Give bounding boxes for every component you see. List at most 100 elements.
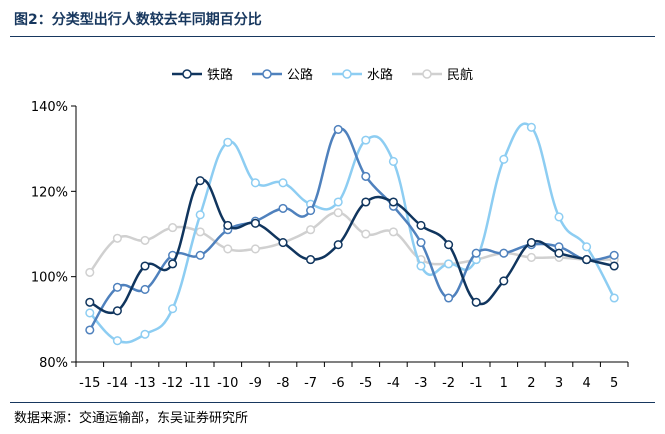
legend-marker (182, 69, 192, 79)
figure-source: 数据来源：交通运输部，东吴证券研究所 (14, 411, 249, 426)
legend-label: 铁路 (207, 67, 233, 83)
x-tick-label: 1 (500, 376, 508, 391)
x-tick-label: 3 (555, 376, 563, 391)
data-point (333, 240, 343, 250)
legend-item: 铁路 (172, 67, 233, 83)
data-point (444, 293, 454, 303)
series-3 (85, 122, 619, 346)
x-tick-label: -7 (304, 376, 317, 391)
data-point (112, 336, 122, 346)
legend-item: 民航 (412, 67, 473, 83)
y-tick-label: 120% (31, 185, 68, 200)
data-point (223, 220, 233, 231)
data-point (333, 124, 343, 135)
data-point (416, 261, 426, 271)
data-point (85, 267, 95, 277)
legend-marker (342, 69, 352, 79)
data-point (195, 210, 205, 220)
figure-title: 图2：分类型出行人数较去年同期百分比 (14, 12, 262, 28)
data-point (278, 178, 288, 188)
x-tick-label: 2 (527, 376, 535, 391)
data-point (554, 248, 564, 258)
data-point (554, 212, 564, 222)
data-point (168, 304, 178, 314)
data-point (526, 122, 536, 132)
data-point (582, 242, 592, 252)
data-point (306, 255, 316, 265)
x-tick-label: -5 (359, 376, 372, 391)
data-point (85, 297, 95, 307)
data-point (223, 137, 233, 147)
data-point (223, 244, 233, 254)
data-point (278, 203, 288, 213)
data-point (250, 218, 260, 228)
x-tick-label: -15 (79, 376, 100, 391)
x-tick-label: -4 (387, 376, 400, 391)
data-point (388, 156, 398, 167)
data-point (306, 225, 316, 235)
data-point (361, 135, 371, 145)
data-point (582, 255, 592, 265)
data-point (140, 261, 150, 271)
series-line (89, 178, 615, 315)
data-point (471, 297, 481, 307)
series-1 (85, 176, 619, 316)
data-point (168, 223, 178, 233)
legend-item: 水路 (332, 67, 393, 83)
y-tick-label: 100% (31, 271, 68, 286)
data-point (195, 250, 205, 260)
data-point (361, 197, 371, 207)
x-tick-label: -13 (134, 376, 155, 391)
data-point (499, 248, 509, 258)
data-point (388, 197, 398, 207)
data-point (361, 229, 371, 239)
legend-label: 水路 (367, 67, 393, 83)
x-tick-label: 4 (582, 376, 590, 391)
data-point (112, 306, 122, 316)
legend-label: 公路 (287, 67, 313, 83)
data-point (333, 197, 343, 207)
data-point (140, 329, 150, 339)
x-tick-label: -2 (442, 376, 455, 391)
x-tick-label: -9 (249, 376, 262, 391)
data-point (306, 205, 316, 216)
data-point (471, 248, 481, 258)
data-point (609, 293, 619, 303)
x-tick-label: -12 (162, 376, 183, 391)
data-point (499, 276, 509, 286)
legend-item: 公路 (252, 67, 313, 83)
x-tick-label: 5 (610, 376, 618, 391)
data-point (85, 325, 95, 335)
x-tick-label: -14 (107, 376, 128, 391)
x-tick-label: -1 (470, 376, 483, 391)
data-point (278, 237, 288, 248)
title-rule (10, 36, 655, 37)
data-point (333, 208, 343, 218)
data-point (416, 237, 426, 248)
data-point (361, 171, 371, 181)
data-point (168, 259, 178, 269)
data-point (526, 237, 536, 248)
data-point (140, 235, 150, 245)
data-point (250, 244, 260, 254)
data-point (499, 154, 509, 164)
y-tick-label: 80% (39, 356, 68, 371)
data-point (444, 240, 454, 250)
data-point (112, 233, 122, 243)
x-tick-label: -6 (332, 376, 345, 391)
data-point (416, 220, 426, 231)
x-tick-label: -10 (217, 376, 238, 391)
data-point (250, 178, 260, 188)
data-point (112, 282, 122, 292)
legend-marker (262, 69, 272, 79)
legend-marker (422, 69, 432, 79)
data-point (444, 259, 454, 269)
data-point (195, 176, 205, 186)
data-point (388, 227, 398, 237)
y-tick-label: 140% (31, 100, 68, 115)
data-point (195, 227, 205, 237)
x-tick-label: -8 (277, 376, 290, 391)
x-tick-label: -3 (415, 376, 428, 391)
data-point (85, 308, 95, 318)
